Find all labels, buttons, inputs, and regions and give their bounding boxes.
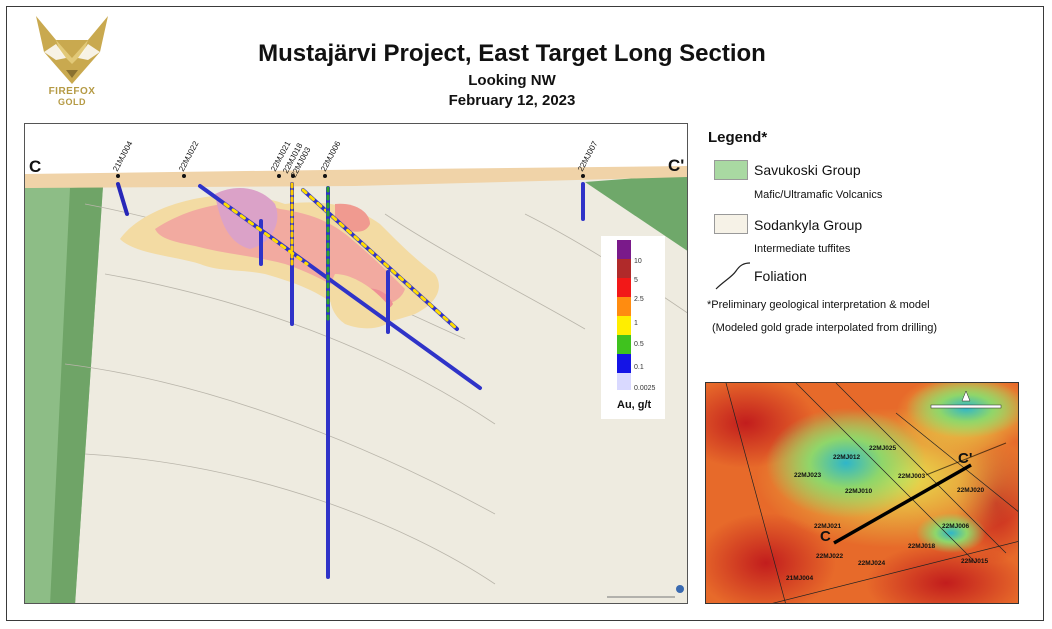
inset-hole-label: 22MJ018: [908, 543, 936, 550]
inset-hole-label: 22MJ024: [858, 560, 886, 567]
inset-end-left: C: [820, 528, 831, 545]
legend-label-foliation: Foliation: [754, 268, 807, 284]
north-arrow-icon: [676, 585, 684, 593]
colorbar-ramp: [617, 240, 631, 390]
firefox-gold-logo: FIREFOX GOLD: [26, 14, 118, 110]
legend-note-preliminary: *Preliminary geological interpretation &…: [707, 299, 930, 311]
page-title: Mustajärvi Project, East Target Long Sec…: [258, 40, 766, 67]
inset-hole-label: 22MJ021: [814, 523, 842, 530]
long-section-svg: [25, 124, 687, 603]
inset-section-line: [833, 463, 972, 545]
inset-plan-map: C C' 22MJ025 22MJ012 22MJ023 22MJ003 22M…: [705, 382, 1019, 604]
inset-hole-label: 22MJ006: [942, 523, 970, 530]
au-grade-colorbar: 10 5 2.5 1 0.5 0.1 0.0025 Au, g/t: [601, 236, 665, 419]
north-arrow-icon: [961, 390, 971, 402]
legend-sub-sodankyla: Intermediate tuffites: [754, 243, 851, 255]
inset-heatmap-svg: [706, 383, 1018, 603]
section-end-left: C: [29, 157, 42, 176]
colorbar-tick: 2.5: [634, 296, 644, 303]
colorbar-title: Au, g/t: [617, 399, 652, 411]
inset-hole-label: 22MJ022: [816, 553, 844, 560]
inset-hole-label: 22MJ025: [869, 445, 897, 452]
legend-sub-savukoski: Mafic/Ultramafic Volcanics: [754, 189, 883, 201]
inset-hole-label: 22MJ010: [845, 488, 873, 495]
inset-end-right: C': [958, 450, 973, 467]
colorbar-tick: 0.5: [634, 341, 644, 348]
overburden-surface: [25, 166, 687, 188]
page-frame: [6, 6, 1044, 621]
colorbar-tick: 1: [634, 320, 638, 327]
colorbar-tick: 0.0025: [634, 385, 656, 392]
inset-hole-label: 21MJ004: [786, 575, 814, 582]
legend-label-sodankyla: Sodankyla Group: [754, 217, 863, 233]
legend-note-modeled: (Modeled gold grade interpolated from dr…: [712, 322, 938, 334]
page-date: February 12, 2023: [448, 92, 576, 109]
legend-label-savukoski: Savukoski Group: [754, 162, 861, 178]
section-end-right: C': [668, 156, 685, 175]
page-subtitle: Looking NW: [468, 72, 556, 89]
inset-hole-label: 22MJ023: [794, 472, 822, 479]
inset-hole-label: 22MJ020: [957, 487, 985, 494]
legend-swatch-savukoski: [714, 160, 748, 180]
colorbar-tick: 0.1: [634, 364, 644, 371]
savukoski-right-unit: [585, 174, 687, 251]
colorbar-tick: 10: [634, 258, 642, 265]
drillhole-traces: [116, 182, 585, 579]
inset-hole-label: 22MJ015: [961, 558, 989, 565]
legend-title: Legend*: [708, 129, 768, 146]
long-section-view: C C' 21MJ004 22MJ022 22MJ021 22MJ018 22M…: [24, 123, 688, 604]
logo-text-gold: GOLD: [58, 97, 86, 107]
legend-swatch-sodankyla: [714, 214, 748, 234]
fox-head-icon: [36, 16, 108, 84]
inset-hole-label: 22MJ003: [898, 473, 926, 480]
colorbar-tick: 5: [634, 277, 638, 284]
inset-hole-label: 22MJ012: [833, 454, 861, 461]
foliation-symbol-icon: [715, 262, 751, 290]
logo-text-firefox: FIREFOX: [48, 86, 96, 97]
